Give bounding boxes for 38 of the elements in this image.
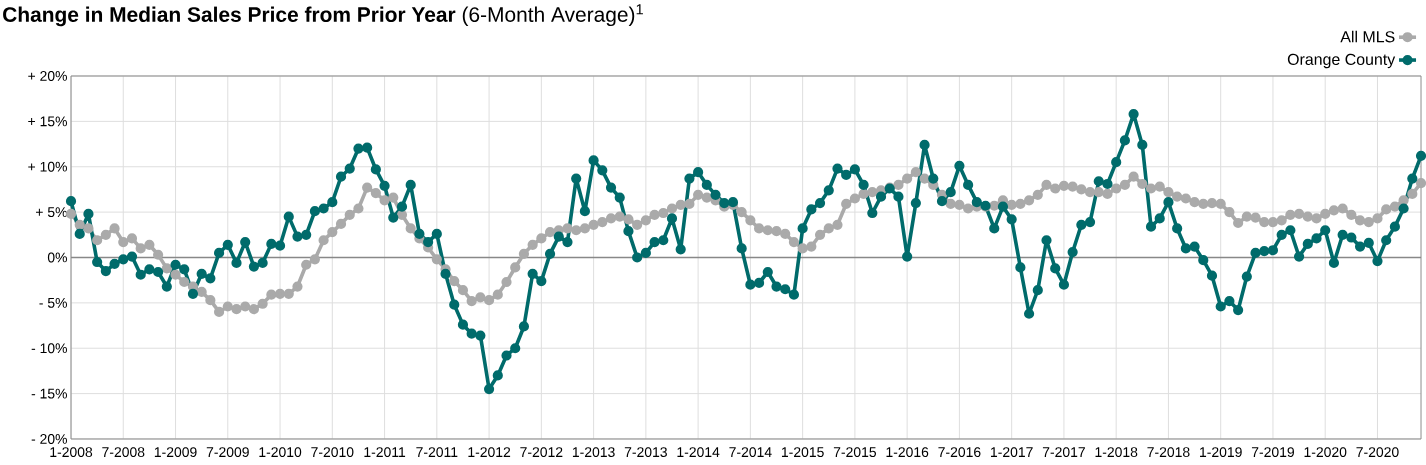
chart-title: Change in Median Sales Price from Prior Year (6-Month Average)$^{1}$	[3, 4, 643, 27]
x-tick-label: 1-2018	[1095, 447, 1138, 458]
y-tick-label: + 20%	[28, 71, 67, 81]
y-tick-label: - 5%	[39, 297, 67, 308]
x-tick-label: 1-2019	[1200, 447, 1242, 458]
x-tick-label: 1-2013	[572, 447, 615, 458]
x-tick-label: 1-2016	[886, 447, 929, 458]
y-tick-label: + 10%	[28, 161, 67, 172]
x-tick-label: 1-2017	[991, 447, 1033, 458]
x-tick-label: 1-2014	[677, 447, 720, 458]
x-tick-label: 1-2009	[154, 447, 197, 458]
x-tick-label: 7-2011	[416, 447, 458, 458]
x-tick-label: 7-2017	[1042, 447, 1085, 458]
x-tick-label: 7-2010	[311, 447, 354, 458]
x-tick-label: 7-2018	[1147, 447, 1190, 458]
x-tick-label: 7-2020	[1356, 447, 1399, 458]
x-tick-label: 7-2009	[206, 447, 249, 458]
y-tick-label: - 15%	[31, 388, 67, 399]
y-tick-label: 0%	[47, 252, 67, 263]
y-tick-label: - 20%	[31, 434, 67, 444]
y-tick-label: + 15%	[28, 116, 67, 127]
x-tick-label: 7-2014	[729, 447, 772, 458]
x-tick-label: 7-2008	[102, 447, 145, 458]
y-tick-label: - 10%	[31, 343, 67, 354]
x-tick-label: 1-2020	[1304, 447, 1347, 458]
x-tick-label: 7-2016	[938, 447, 981, 458]
x-tick-label: 1-2012	[468, 447, 511, 458]
x-tick-label: 1-2011	[364, 447, 406, 458]
x-tick-label: 1-2010	[259, 447, 302, 458]
x-tick-label: 1-2008	[50, 447, 93, 458]
x-tick-label: 7-2015	[833, 447, 877, 458]
legend-label: Orange County	[1287, 53, 1396, 69]
x-tick-label: 7-2012	[520, 447, 563, 458]
x-tick-label: 7-2013	[624, 447, 667, 458]
x-tick-label: 1-2015	[781, 447, 824, 458]
y-tick-label: + 5%	[36, 207, 67, 218]
legend-label: All MLS	[1340, 30, 1395, 43]
x-tick-label: 7-2019	[1251, 447, 1294, 458]
